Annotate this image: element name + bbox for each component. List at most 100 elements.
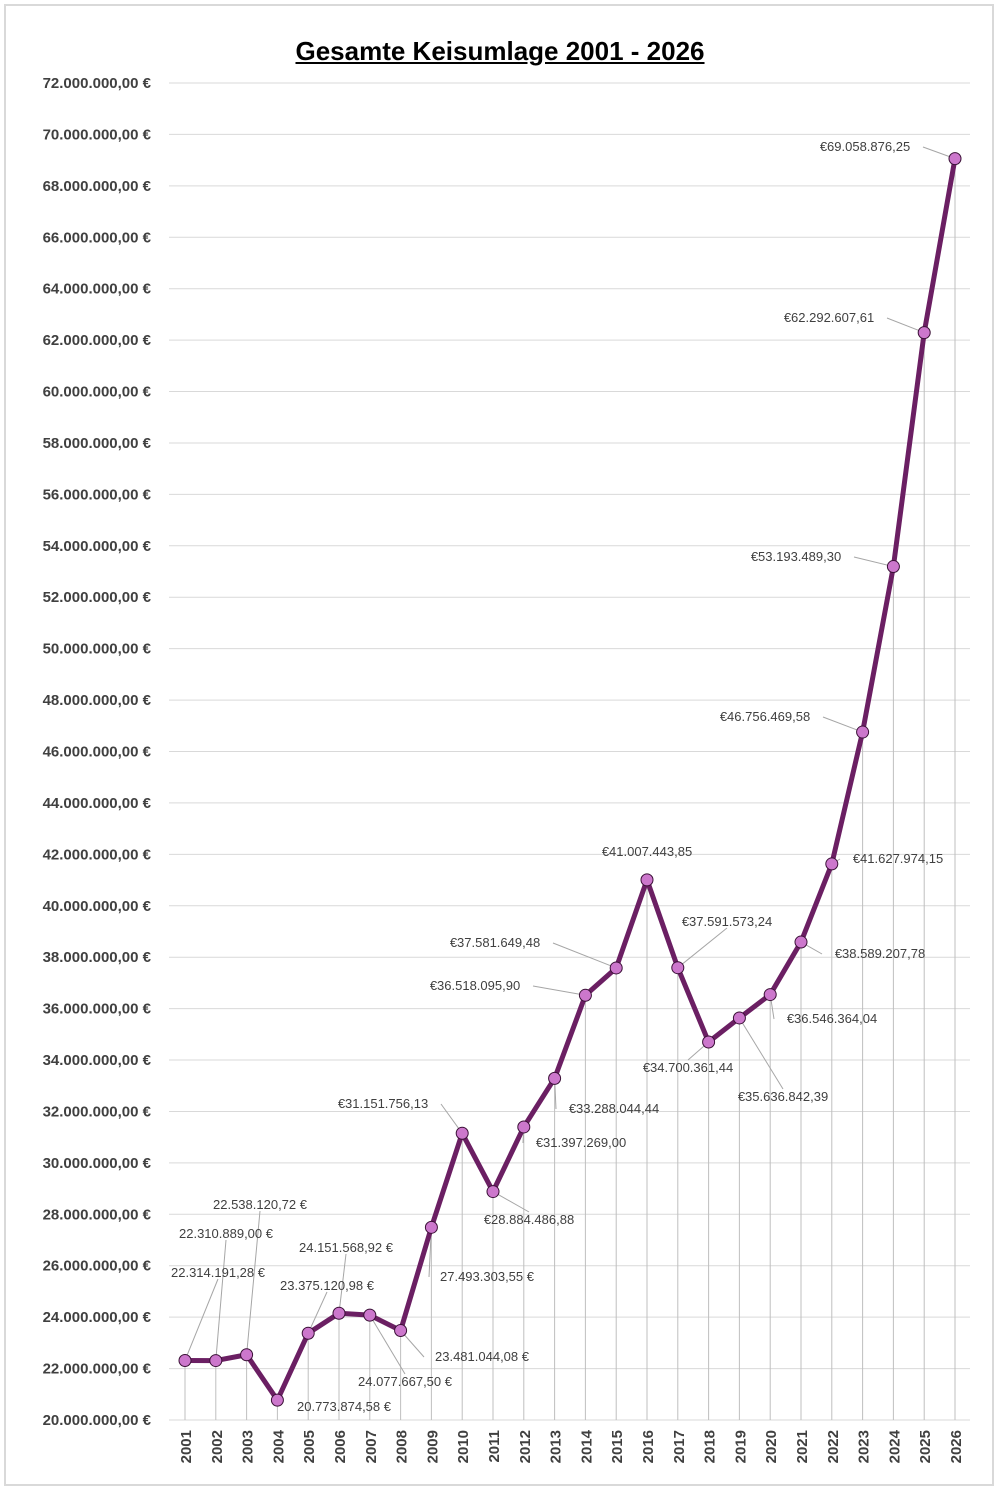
chart-title: Gesamte Keisumlage 2001 - 2026	[295, 36, 705, 66]
data-point	[270, 1393, 284, 1407]
leader-line	[307, 1291, 328, 1334]
data-label: €41.007.443,85	[602, 844, 692, 859]
x-tick-label: 2025	[917, 1430, 934, 1463]
x-tick-label: 2016	[640, 1430, 657, 1463]
leader-line	[215, 1239, 227, 1361]
y-tick-label: 72.000.000,00 €	[43, 75, 152, 92]
y-tick-label: 24.000.000,00 €	[43, 1309, 152, 1326]
y-tick-label: 60.000.000,00 €	[43, 384, 152, 401]
data-label: 22.538.120,72 €	[213, 1197, 308, 1212]
data-point	[394, 1323, 408, 1337]
y-tick-label: 30.000.000,00 €	[43, 1155, 152, 1172]
y-tick-label: 36.000.000,00 €	[43, 1001, 152, 1018]
data-point	[548, 1071, 562, 1085]
data-label: 27.493.303,55 €	[440, 1269, 535, 1284]
x-tick-label: 2007	[363, 1430, 380, 1463]
x-tick-label: 2012	[517, 1430, 534, 1463]
x-tick-label: 2001	[178, 1430, 195, 1463]
data-point	[178, 1353, 192, 1367]
y-tick-label: 28.000.000,00 €	[43, 1206, 152, 1223]
data-point	[732, 1011, 746, 1025]
data-label: €35.636.842,39	[738, 1089, 828, 1104]
x-tick-label: 2017	[671, 1430, 688, 1463]
x-tick-label: 2013	[548, 1430, 565, 1463]
y-tick-label: 66.000.000,00 €	[43, 229, 152, 246]
y-tick-label: 58.000.000,00 €	[43, 435, 152, 452]
leader-line	[677, 927, 728, 969]
data-point	[886, 560, 900, 574]
leader-line	[338, 1253, 347, 1314]
x-tick-label: 2008	[394, 1430, 411, 1463]
y-tick-label: 70.000.000,00 €	[43, 126, 152, 143]
x-tick-label: 2020	[763, 1430, 780, 1463]
x-tick-label: 2002	[209, 1430, 226, 1463]
x-tick-label: 2011	[486, 1430, 503, 1463]
y-tick-label: 62.000.000,00 €	[43, 332, 152, 349]
leader-line	[822, 716, 863, 733]
y-tick-label: 34.000.000,00 €	[43, 1052, 152, 1069]
y-tick-label: 68.000.000,00 €	[43, 178, 152, 195]
leader-line	[532, 985, 586, 996]
data-label: €62.292.607,61	[784, 310, 874, 325]
data-label: €33.288.044,44	[569, 1101, 659, 1116]
data-point	[486, 1185, 500, 1199]
data-label: €37.581.649,48	[450, 935, 540, 950]
data-label: €36.546.364,04	[787, 1011, 877, 1026]
y-tick-label: 32.000.000,00 €	[43, 1103, 152, 1120]
data-label: 23.375.120,98 €	[280, 1278, 375, 1293]
data-label: €31.397.269,00	[536, 1135, 626, 1150]
x-tick-label: 2005	[301, 1430, 318, 1463]
data-point	[671, 961, 685, 975]
leader-line	[492, 1191, 530, 1213]
data-label: €28.884.486,88	[484, 1212, 574, 1227]
leader-line	[738, 1017, 784, 1090]
data-point	[301, 1326, 315, 1340]
data-label: €38.589.207,78	[835, 946, 925, 961]
data-point	[794, 935, 808, 949]
leader-line	[369, 1314, 406, 1375]
data-label: €46.756.469,58	[720, 709, 810, 724]
data-label: 23.481.044,08 €	[435, 1349, 530, 1364]
leader-line	[184, 1278, 219, 1361]
x-tick-label: 2018	[702, 1430, 719, 1463]
data-label: 24.077.667,50 €	[358, 1374, 453, 1389]
data-point	[856, 725, 870, 739]
y-tick-label: 54.000.000,00 €	[43, 538, 152, 555]
x-tick-label: 2022	[825, 1430, 842, 1463]
y-tick-label: 20.000.000,00 €	[43, 1412, 152, 1429]
x-tick-label: 2026	[948, 1430, 965, 1463]
data-point	[578, 988, 592, 1002]
x-tick-label: 2015	[609, 1430, 626, 1463]
x-tick-label: 2024	[886, 1429, 903, 1463]
y-tick-label: 38.000.000,00 €	[43, 949, 152, 966]
data-point	[455, 1126, 469, 1140]
data-label: €31.151.756,13	[338, 1096, 428, 1111]
y-tick-label: 40.000.000,00 €	[43, 898, 152, 915]
data-point	[702, 1035, 716, 1049]
data-label: 22.314.191,28 €	[171, 1265, 266, 1280]
y-tick-label: 52.000.000,00 €	[43, 589, 152, 606]
data-point	[424, 1220, 438, 1234]
data-point	[609, 961, 623, 975]
y-tick-label: 48.000.000,00 €	[43, 692, 152, 709]
leader-line	[246, 1210, 261, 1355]
data-point	[209, 1354, 223, 1368]
data-label: 20.773.874,58 €	[297, 1399, 392, 1414]
x-tick-label: 2006	[332, 1430, 349, 1463]
data-label: €36.518.095,90	[430, 978, 520, 993]
leader-line	[886, 317, 925, 334]
data-label: 24.151.568,92 €	[299, 1240, 394, 1255]
y-tick-label: 42.000.000,00 €	[43, 846, 152, 863]
x-tick-label: 2010	[455, 1430, 472, 1463]
data-point	[240, 1348, 254, 1362]
data-point	[517, 1120, 531, 1134]
chart-frame	[4, 4, 994, 1486]
x-tick-label: 2009	[424, 1430, 441, 1463]
leader-line	[853, 556, 894, 568]
x-tick-label: 2003	[240, 1430, 257, 1463]
data-point	[825, 857, 839, 871]
x-tick-label: 2019	[732, 1430, 749, 1463]
data-label: €69.058.876,25	[820, 139, 910, 154]
y-tick-label: 22.000.000,00 €	[43, 1361, 152, 1378]
